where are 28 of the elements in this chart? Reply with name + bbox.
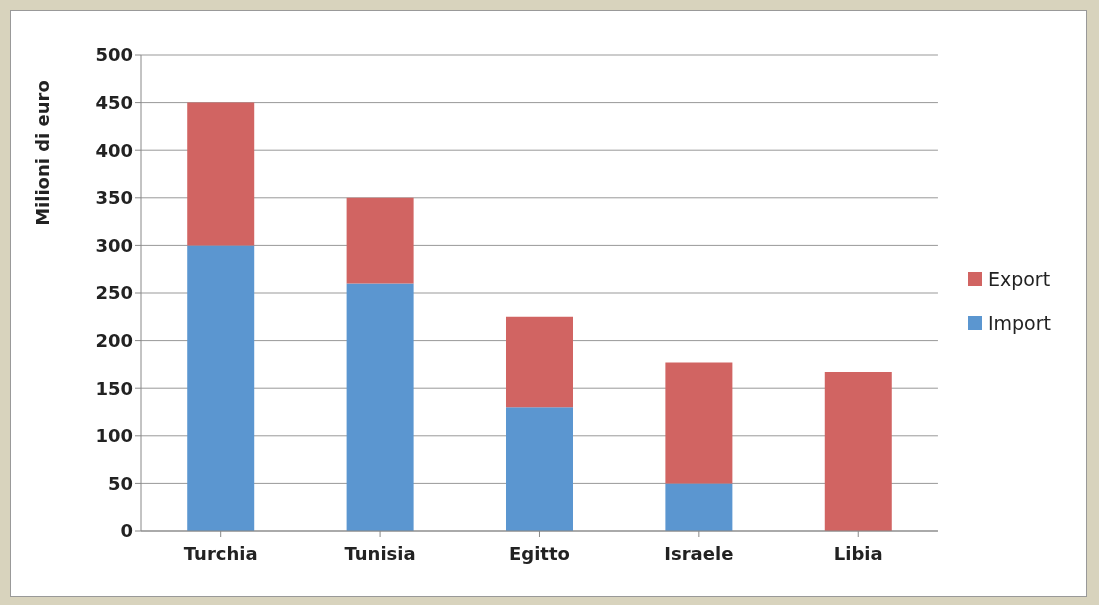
y-tick-label: 200 bbox=[95, 329, 133, 351]
y-tick-label: 350 bbox=[95, 187, 133, 209]
x-tick-label: Libia bbox=[833, 542, 883, 564]
bar bbox=[665, 483, 733, 531]
x-tick-label: Egitto bbox=[509, 542, 570, 564]
y-tick-label: 250 bbox=[95, 282, 133, 304]
bar bbox=[187, 245, 255, 531]
y-tick-label: 100 bbox=[95, 425, 133, 447]
x-tick-label: Tunisia bbox=[344, 542, 416, 564]
y-tick-label: 400 bbox=[95, 139, 133, 161]
y-tick-label: 500 bbox=[95, 44, 133, 66]
x-tick-label: Israele bbox=[664, 542, 734, 564]
y-tick-label: 450 bbox=[95, 91, 133, 113]
y-tick-label: 0 bbox=[120, 520, 133, 542]
bar bbox=[346, 197, 414, 284]
legend-label: Import bbox=[987, 312, 1051, 334]
bar bbox=[506, 407, 573, 531]
bar bbox=[824, 372, 892, 531]
y-tick-label: 300 bbox=[95, 234, 133, 256]
legend-label: Export bbox=[987, 268, 1051, 290]
y-tick-label: 50 bbox=[107, 472, 133, 494]
y-tick-label: 150 bbox=[95, 377, 133, 399]
y-axis-title: Milioni di euro bbox=[32, 80, 54, 226]
bar bbox=[346, 283, 414, 531]
bar bbox=[187, 102, 255, 246]
bar bbox=[665, 362, 733, 484]
bar bbox=[506, 316, 573, 408]
x-tick-label: Turchia bbox=[183, 542, 258, 564]
